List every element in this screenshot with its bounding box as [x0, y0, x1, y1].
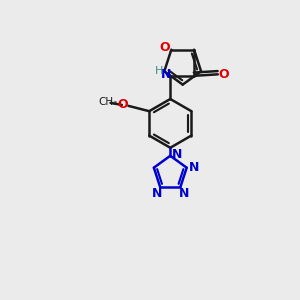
Text: N: N [189, 160, 199, 174]
Text: O: O [160, 41, 170, 54]
Text: H: H [155, 66, 163, 76]
Text: N: N [179, 187, 189, 200]
Text: O: O [218, 68, 229, 81]
Text: N: N [172, 148, 182, 161]
Text: CH₃: CH₃ [98, 97, 118, 107]
Text: O: O [117, 98, 128, 111]
Text: N: N [152, 187, 162, 200]
Text: N: N [161, 68, 172, 81]
